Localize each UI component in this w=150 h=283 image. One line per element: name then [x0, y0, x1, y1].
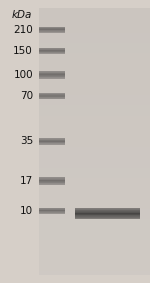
FancyBboxPatch shape [39, 31, 64, 32]
FancyBboxPatch shape [39, 182, 64, 183]
FancyBboxPatch shape [75, 215, 140, 216]
FancyBboxPatch shape [39, 180, 64, 181]
FancyBboxPatch shape [75, 213, 140, 214]
FancyBboxPatch shape [39, 50, 64, 51]
FancyBboxPatch shape [39, 8, 150, 275]
FancyBboxPatch shape [39, 27, 64, 28]
Text: 150: 150 [13, 46, 33, 56]
FancyBboxPatch shape [39, 53, 64, 54]
Text: kDa: kDa [12, 10, 32, 20]
FancyBboxPatch shape [39, 138, 64, 139]
FancyBboxPatch shape [75, 218, 140, 219]
FancyBboxPatch shape [39, 28, 64, 29]
FancyBboxPatch shape [39, 183, 64, 184]
FancyBboxPatch shape [75, 217, 140, 218]
FancyBboxPatch shape [75, 216, 140, 217]
FancyBboxPatch shape [75, 210, 140, 211]
Text: 10: 10 [20, 206, 33, 216]
FancyBboxPatch shape [39, 76, 64, 77]
FancyBboxPatch shape [39, 93, 64, 94]
Text: 100: 100 [13, 70, 33, 80]
FancyBboxPatch shape [39, 139, 64, 140]
FancyBboxPatch shape [39, 49, 64, 50]
FancyBboxPatch shape [39, 94, 64, 95]
FancyBboxPatch shape [39, 95, 64, 96]
FancyBboxPatch shape [39, 213, 64, 214]
FancyBboxPatch shape [39, 144, 64, 145]
FancyBboxPatch shape [39, 141, 64, 142]
FancyBboxPatch shape [39, 184, 64, 185]
FancyBboxPatch shape [39, 178, 64, 179]
FancyBboxPatch shape [75, 212, 140, 213]
FancyBboxPatch shape [39, 96, 64, 97]
FancyBboxPatch shape [39, 75, 64, 76]
FancyBboxPatch shape [39, 140, 64, 141]
FancyBboxPatch shape [39, 52, 64, 53]
FancyBboxPatch shape [39, 74, 64, 75]
FancyBboxPatch shape [39, 73, 64, 74]
FancyBboxPatch shape [39, 77, 64, 78]
Text: 210: 210 [13, 25, 33, 35]
FancyBboxPatch shape [39, 181, 64, 182]
FancyBboxPatch shape [39, 212, 64, 213]
FancyBboxPatch shape [75, 214, 140, 215]
FancyBboxPatch shape [75, 211, 140, 212]
FancyBboxPatch shape [39, 51, 64, 52]
FancyBboxPatch shape [39, 30, 64, 31]
FancyBboxPatch shape [39, 97, 64, 98]
FancyBboxPatch shape [39, 29, 64, 30]
FancyBboxPatch shape [39, 142, 64, 143]
FancyBboxPatch shape [39, 48, 64, 49]
FancyBboxPatch shape [75, 208, 140, 209]
FancyBboxPatch shape [75, 209, 140, 210]
FancyBboxPatch shape [39, 210, 64, 211]
FancyBboxPatch shape [39, 71, 64, 72]
FancyBboxPatch shape [39, 208, 64, 209]
FancyBboxPatch shape [39, 32, 64, 33]
FancyBboxPatch shape [39, 211, 64, 212]
FancyBboxPatch shape [39, 177, 64, 178]
FancyBboxPatch shape [39, 98, 64, 99]
FancyBboxPatch shape [39, 72, 64, 73]
Text: 35: 35 [20, 136, 33, 147]
FancyBboxPatch shape [39, 209, 64, 210]
FancyBboxPatch shape [39, 78, 64, 79]
Text: 70: 70 [20, 91, 33, 101]
Text: 17: 17 [20, 176, 33, 186]
FancyBboxPatch shape [39, 143, 64, 144]
FancyBboxPatch shape [39, 179, 64, 180]
